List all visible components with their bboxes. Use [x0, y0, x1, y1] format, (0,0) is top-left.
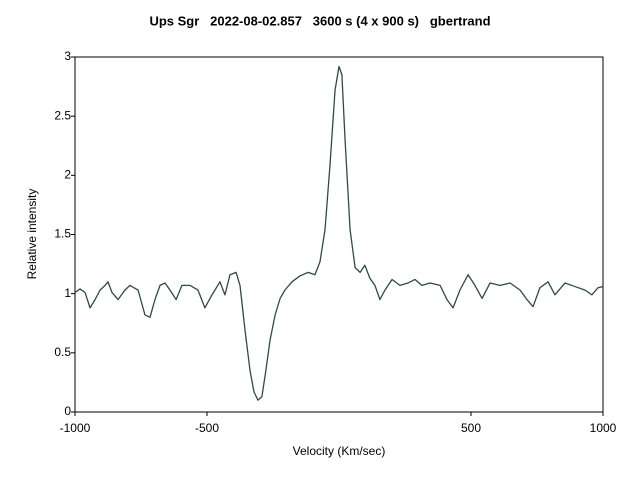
y-tick-label: 1: [64, 286, 71, 300]
y-tick-label: 3: [64, 49, 71, 63]
x-tick-label: 1000: [590, 421, 617, 435]
x-tick-label: -500: [195, 421, 219, 435]
y-tick-label: 2: [64, 168, 71, 182]
spectrum-line: [74, 65, 604, 401]
x-axis-label: Velocity (Km/sec): [293, 444, 386, 458]
chart-title: Ups Sgr 2022-08-02.857 3600 s (4 x 900 s…: [149, 13, 490, 28]
y-tick-label: 0.5: [54, 345, 71, 359]
plot-frame: [74, 56, 604, 413]
x-tick-label: -1000: [60, 421, 91, 435]
y-axis-label: Relative intensity: [25, 189, 39, 280]
y-tick-label: 2.5: [54, 108, 71, 122]
y-tick-label: 1.5: [54, 227, 71, 241]
y-tick-label: 0: [64, 404, 71, 418]
x-tick-label: 500: [461, 421, 481, 435]
